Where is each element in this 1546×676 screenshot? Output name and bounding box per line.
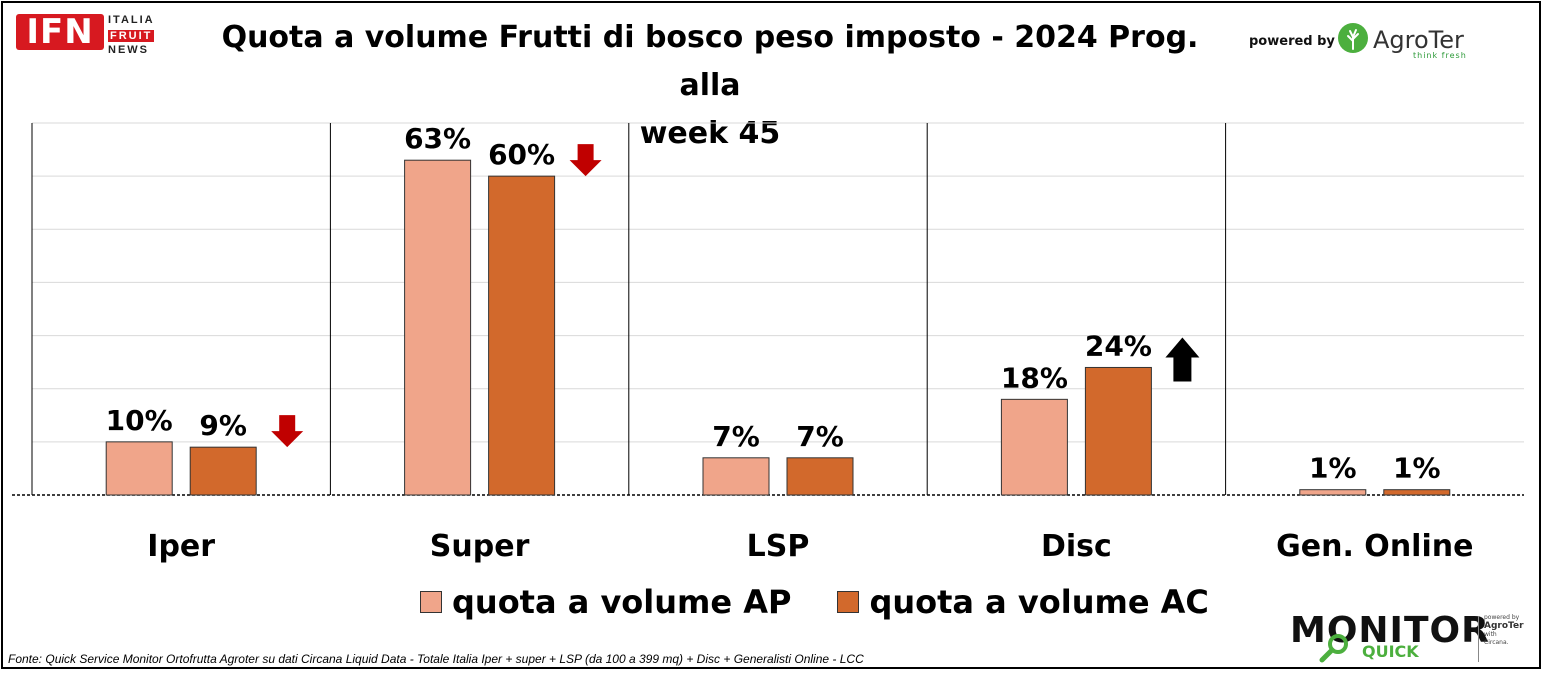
ifn-logo-line3: NEWS bbox=[108, 44, 149, 56]
chart-title-line2: week 45 bbox=[639, 116, 781, 151]
agroter-logo-name: AgroTer bbox=[1373, 26, 1464, 54]
bar-ac bbox=[1084, 366, 1152, 496]
bar-ap bbox=[1000, 398, 1068, 496]
bar-ac bbox=[1383, 489, 1451, 496]
data-label: 10% bbox=[106, 404, 173, 437]
source-note: Fonte: Quick Service Monitor Ortofrutta … bbox=[8, 652, 864, 666]
ifn-logo: IFN ITALIA FRUIT NEWS bbox=[16, 12, 166, 56]
data-label: 1% bbox=[1393, 452, 1441, 485]
monitor-with: with bbox=[1484, 631, 1497, 638]
bar-ac bbox=[786, 457, 854, 496]
bar-ap bbox=[404, 159, 472, 496]
category-label: Disc bbox=[1041, 529, 1112, 564]
ifn-logo-abbr: IFN bbox=[16, 14, 104, 50]
data-label: 9% bbox=[199, 409, 247, 442]
bar-chart: 10% 9% Iper 63% 60% Super 7% 7% LSP 18% 24% Disc 1% 1… bbox=[12, 122, 1524, 564]
chart-legend: quota a volume AP quota a volume AC bbox=[420, 580, 1255, 624]
legend-item-ap: quota a volume AP bbox=[420, 583, 791, 621]
down-arrow-icon bbox=[271, 415, 304, 448]
legend-swatch-ap bbox=[420, 591, 442, 613]
magnifier-icon bbox=[1319, 634, 1348, 663]
monitor-logo-word: MONITOR bbox=[1290, 610, 1490, 651]
agroter-logo: AgroTer think fresh bbox=[1337, 20, 1467, 60]
ifn-logo-line2: FRUIT bbox=[108, 30, 155, 42]
bar-ap bbox=[105, 441, 173, 496]
monitor-brand: AgroTer bbox=[1484, 621, 1524, 631]
monitor-logo-divider bbox=[1478, 616, 1479, 662]
agroter-logo-tagline: think fresh bbox=[1413, 51, 1467, 60]
up-arrow-icon bbox=[1165, 337, 1200, 382]
tree-icon bbox=[1338, 23, 1368, 53]
chart-title: Quota a volume Frutti di bosco peso impo… bbox=[200, 14, 1220, 158]
data-label: 1% bbox=[1309, 452, 1357, 485]
category-label: Super bbox=[430, 529, 530, 564]
chart-title-line1: Quota a volume Frutti di bosco peso impo… bbox=[221, 20, 1199, 103]
monitor-partner: Circana. bbox=[1484, 639, 1509, 646]
monitor-powered: powered by bbox=[1484, 614, 1520, 621]
bar-ap bbox=[1299, 489, 1367, 496]
bar-ac bbox=[488, 175, 556, 496]
data-label: 24% bbox=[1085, 329, 1152, 362]
monitor-logo-partner: powered by AgroTer with Circana. bbox=[1484, 614, 1536, 647]
data-label: 7% bbox=[712, 420, 760, 453]
data-label: 18% bbox=[1001, 361, 1068, 394]
category-label: Iper bbox=[147, 529, 215, 564]
legend-swatch-ac bbox=[837, 591, 860, 613]
monitor-quick-logo: MONITOR QUICK powered by AgroTer with Ci… bbox=[1290, 608, 1540, 668]
legend-item-ac: quota a volume AC bbox=[837, 583, 1209, 621]
legend-label-ac: quota a volume AC bbox=[869, 583, 1209, 621]
down-arrow-icon bbox=[569, 144, 602, 177]
bar-ac bbox=[189, 446, 257, 496]
legend-label-ap: quota a volume AP bbox=[452, 583, 792, 621]
data-label: 60% bbox=[488, 138, 555, 171]
powered-by-label: powered by bbox=[1249, 34, 1335, 49]
category-label: LSP bbox=[747, 529, 810, 564]
monitor-logo-sub: QUICK bbox=[1362, 642, 1419, 661]
data-label: 63% bbox=[404, 122, 471, 155]
bar-ap bbox=[702, 457, 770, 496]
ifn-logo-line1: ITALIA bbox=[108, 14, 155, 26]
category-label: Gen. Online bbox=[1276, 529, 1473, 564]
data-label: 7% bbox=[796, 420, 844, 453]
